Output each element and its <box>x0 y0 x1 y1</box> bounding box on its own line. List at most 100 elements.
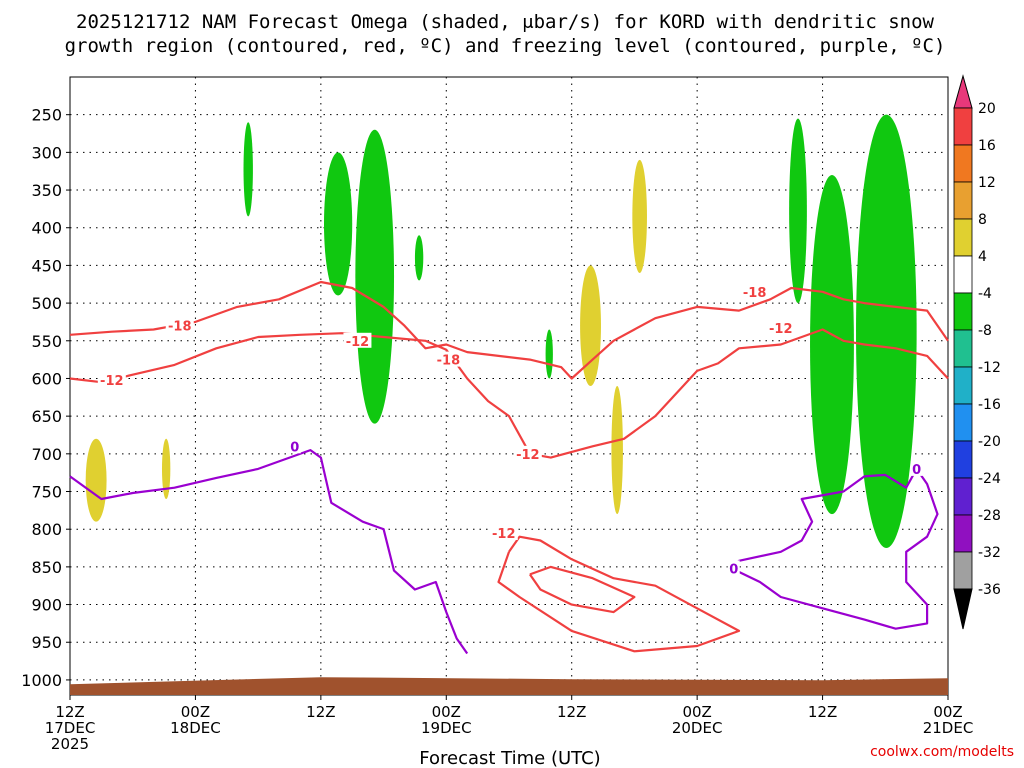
colorbar-label: -32 <box>978 545 1001 561</box>
colorbar-swatch <box>953 255 973 294</box>
contour-label-bg <box>740 283 769 299</box>
omega-region <box>545 329 553 379</box>
contour-label: 0 <box>912 463 921 478</box>
x-tick-label: 18DEC <box>170 719 221 737</box>
colorbar-label: 4 <box>978 249 987 265</box>
y-tick-label: 950 <box>31 633 62 652</box>
colorbar-label: 16 <box>978 138 996 154</box>
contour-line <box>528 565 636 614</box>
x-tick-label: 00Z <box>682 703 711 721</box>
contour-line <box>69 280 949 380</box>
colorbar-top-arrow <box>953 74 973 109</box>
y-tick-label: 1000 <box>21 671 62 690</box>
omega-region <box>323 152 353 296</box>
omega-region <box>789 118 807 304</box>
omega-region <box>611 386 623 515</box>
omega-region <box>243 122 253 217</box>
x-tick-label: 20DEC <box>672 719 723 737</box>
y-tick-label: 900 <box>31 596 62 615</box>
contour-line <box>69 449 469 655</box>
y-tick-label: 550 <box>31 332 62 351</box>
contour-label-bg <box>489 524 518 540</box>
y-tick-label: 800 <box>31 520 62 539</box>
colorbar-label: -20 <box>978 434 1001 450</box>
omega-region <box>414 235 424 281</box>
colorbar-swatch <box>953 329 973 368</box>
x-tick-label: 00Z <box>181 703 210 721</box>
contour-line <box>69 328 949 459</box>
colorbar-label: -24 <box>978 471 1001 487</box>
chart-title: 2025121712 NAM Forecast Omega (shaded, μ… <box>65 11 946 57</box>
colorbar-swatch <box>953 440 973 479</box>
contour-label: -18 <box>437 354 461 369</box>
contour-label-bg <box>727 560 740 576</box>
title-line-2: growth region (contoured, red, ºC) and f… <box>65 35 946 57</box>
x-tick-label: 17DEC <box>45 719 96 737</box>
ground-surface <box>70 677 948 695</box>
colorbar: 20 16 12 8 4 -4 -8 -12 -16 -20 -24 -28 -32 -36 <box>953 74 1001 630</box>
colorbar-label: -16 <box>978 397 1001 413</box>
colorbar-swatch <box>953 292 973 331</box>
contour-label: 0 <box>729 562 738 577</box>
colorbar-label: -28 <box>978 508 1001 524</box>
contour-label-bg <box>165 317 194 333</box>
y-tick-label: 400 <box>31 219 62 238</box>
x-tick-label: 12Z <box>55 703 84 721</box>
colorbar-swatch <box>953 218 973 257</box>
colorbar-swatch <box>953 107 973 146</box>
y-tick-label: 350 <box>31 181 62 200</box>
colorbar-swatch <box>953 366 973 405</box>
colorbar-label: -36 <box>978 582 1001 598</box>
omega-region <box>632 159 647 273</box>
omega-region <box>856 114 917 549</box>
contour-line <box>497 535 741 653</box>
x-tick-label: 19DEC <box>421 719 472 737</box>
x-tick-label: 21DEC <box>923 719 974 737</box>
contour-label: 0 <box>290 440 299 455</box>
contour-label-bg <box>288 438 301 454</box>
contour-label-bg <box>97 371 126 387</box>
y-tick-label: 700 <box>31 445 62 464</box>
y-tick-label: 500 <box>31 294 62 313</box>
colorbar-label: 12 <box>978 175 996 191</box>
x-tick-label: 2025 <box>51 735 89 753</box>
temperature-contours <box>69 280 949 655</box>
y-tick-label: 750 <box>31 483 62 502</box>
contour-label: -12 <box>346 335 370 350</box>
y-tick-label: 600 <box>31 369 62 388</box>
contour-label-bg <box>434 351 463 367</box>
y-tick-label: 250 <box>31 106 62 125</box>
ground-fill <box>70 677 948 695</box>
x-tick-label: 12Z <box>557 703 586 721</box>
y-axis: 250 300 350 400 450 500 550 600 650 700 750 800 850 9… <box>21 106 70 690</box>
credit-text: coolwx.com/modelts <box>870 744 1014 760</box>
contour-label-bg <box>766 319 795 335</box>
colorbar-swatch <box>953 551 973 590</box>
colorbar-label: 20 <box>978 101 996 117</box>
omega-region <box>810 174 854 515</box>
contour-label: -12 <box>100 374 124 389</box>
x-tick-label: 00Z <box>432 703 461 721</box>
colorbar-swatch <box>953 477 973 516</box>
y-tick-label: 300 <box>31 143 62 162</box>
colorbar-label: 8 <box>978 212 987 228</box>
omega-region <box>355 129 395 424</box>
y-tick-label: 850 <box>31 558 62 577</box>
title-line-1: 2025121712 NAM Forecast Omega (shaded, μ… <box>76 11 934 33</box>
x-tick-label: 12Z <box>306 703 335 721</box>
colorbar-bottom-arrow <box>953 588 973 630</box>
y-tick-label: 450 <box>31 256 62 275</box>
contour-line <box>727 467 939 630</box>
contour-label: -18 <box>743 286 767 301</box>
colorbar-label: -4 <box>978 286 992 302</box>
contour-label-bg <box>343 332 372 348</box>
colorbar-swatch <box>953 181 973 220</box>
contour-label: -12 <box>516 448 540 463</box>
colorbar-swatch <box>953 514 973 553</box>
colorbar-swatch <box>953 403 973 442</box>
colorbar-label: -12 <box>978 360 1001 376</box>
colorbar-label: -8 <box>978 323 992 339</box>
contour-label: -12 <box>492 527 516 542</box>
